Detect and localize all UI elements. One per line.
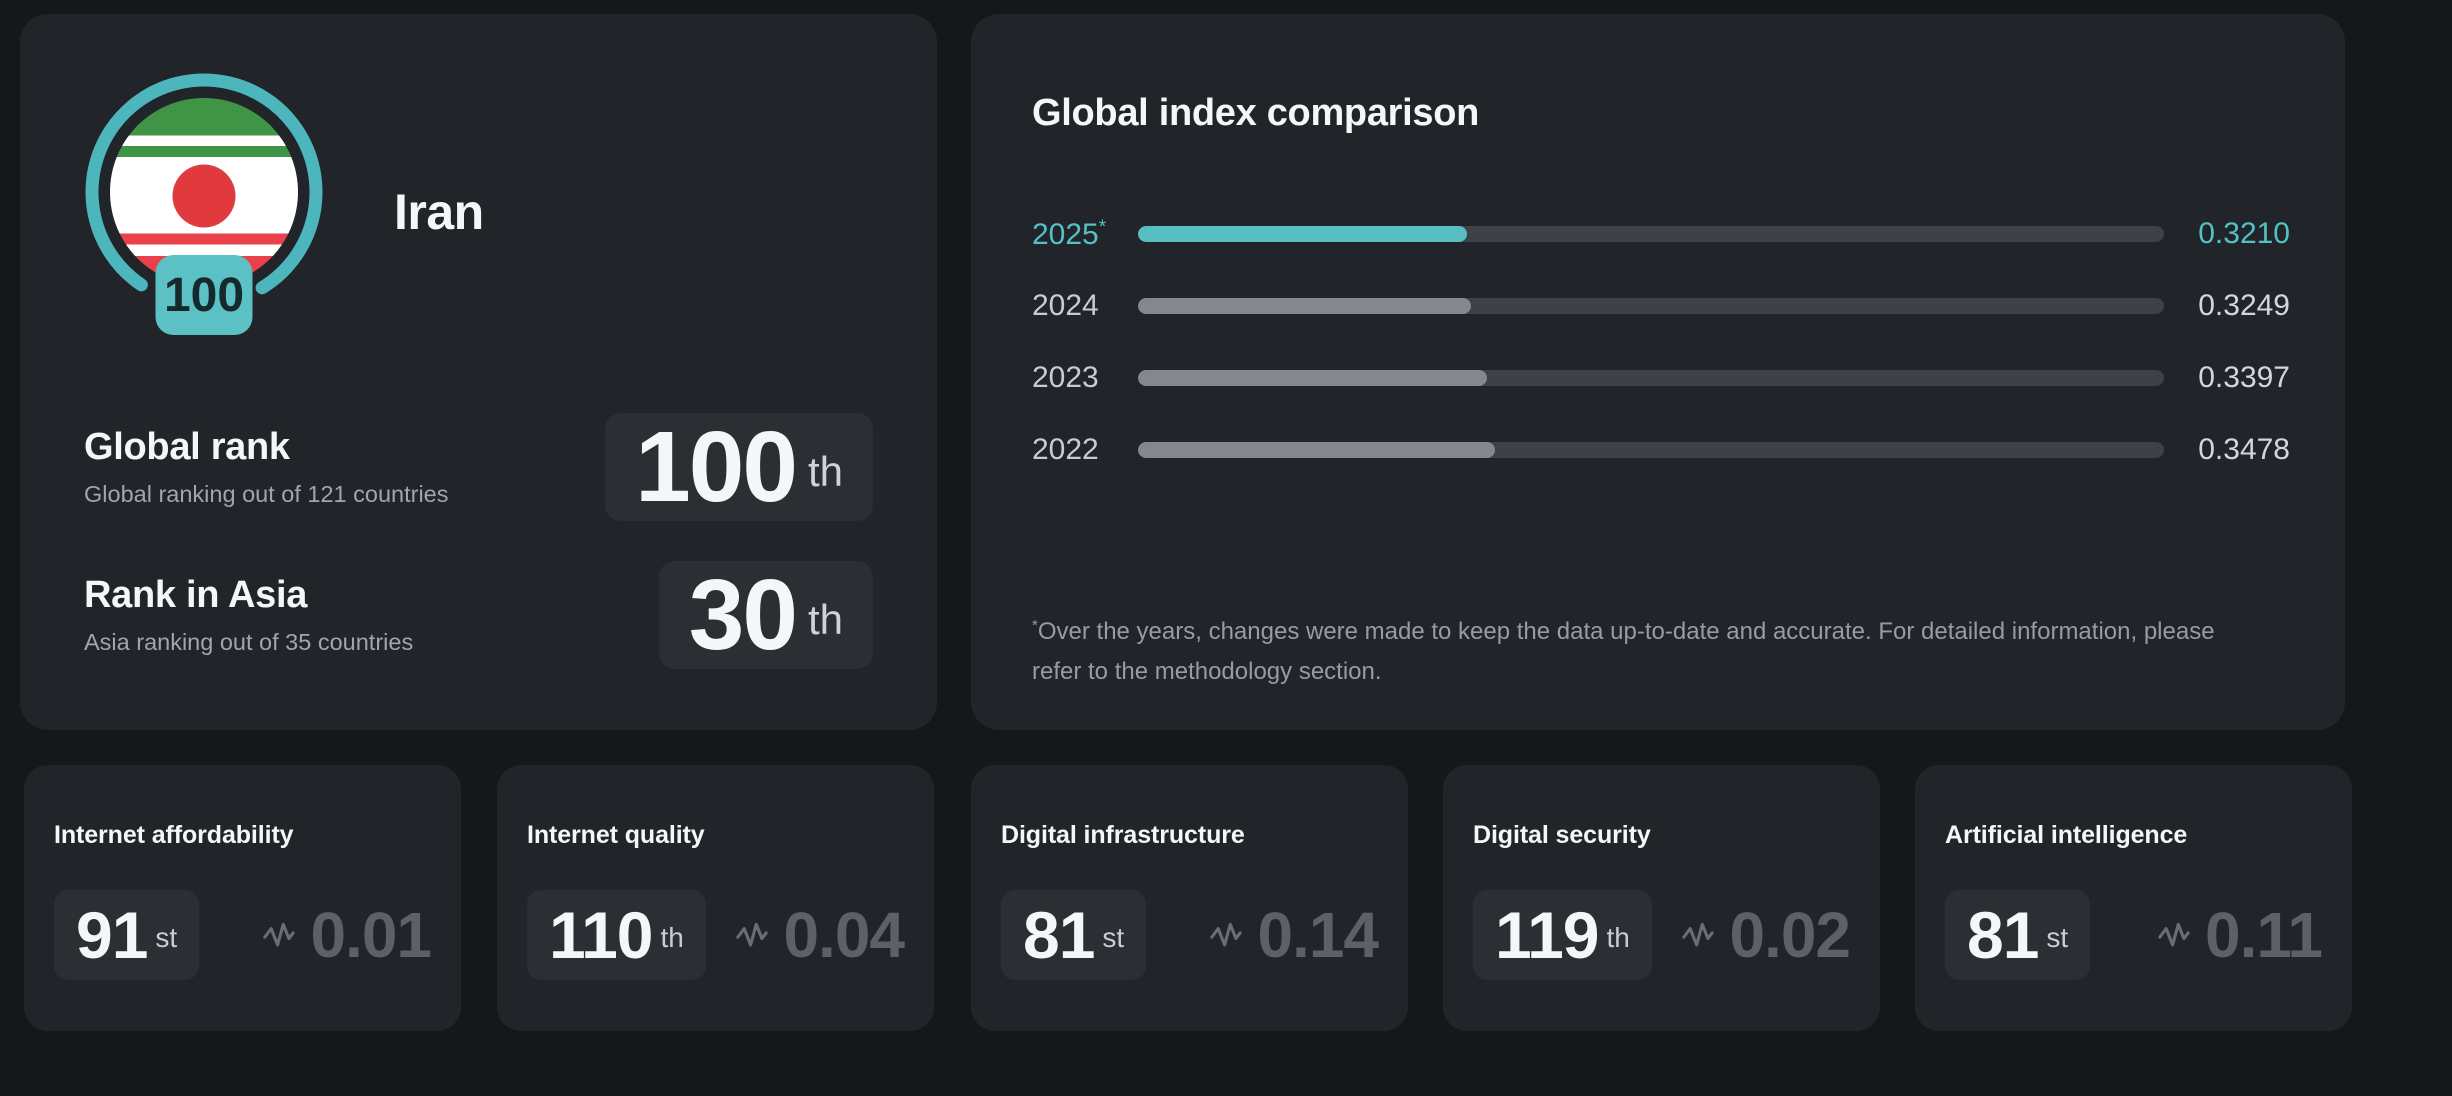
bar-fill <box>1138 298 1472 314</box>
stat-score-value: 0.01 <box>310 899 432 971</box>
bar-track <box>1138 298 2164 314</box>
stat-rank-number: 119 <box>1495 898 1599 972</box>
stat-rank-ordinal: th <box>1606 922 1630 953</box>
stat-score-group: 0.01 <box>262 899 432 971</box>
bar-track <box>1138 442 2164 458</box>
stat-card-internet-affordability: Internet affordability 91 st 0.01 <box>24 765 461 1031</box>
country-name: Iran <box>394 184 484 240</box>
stat-card-internet-quality: Internet quality 110 th 0.04 <box>497 765 934 1031</box>
asia-rank-text: Rank in Asia Asia ranking out of 35 coun… <box>84 574 413 656</box>
stat-rank-box: 119 th <box>1473 890 1652 980</box>
bar-fill <box>1138 226 1468 242</box>
asia-rank-title: Rank in Asia <box>84 574 308 616</box>
stat-score-value: 0.04 <box>783 899 905 971</box>
global-rank-ordinal: th <box>807 448 843 495</box>
stat-card-digital-security: Digital security 119 th 0.02 <box>1443 765 1880 1031</box>
stat-rank-number: 81 <box>1967 898 2039 972</box>
bar-value-label: 0.3210 <box>2198 217 2290 250</box>
footnote-asterisk: * <box>1032 617 1038 634</box>
asia-rank-row: Rank in Asia Asia ranking out of 35 coun… <box>84 561 873 669</box>
asia-rank-number: 30 <box>688 559 798 671</box>
global-rank-subtitle: Global ranking out of 121 countries <box>84 481 449 507</box>
bar-row-2024: 2024 0.3249 <box>1032 270 2290 342</box>
global-rank-row: Global rank Global ranking out of 121 co… <box>84 413 873 521</box>
global-rank-value-box: 100 th <box>605 413 873 521</box>
country-header: 100 Iran <box>84 72 873 336</box>
stat-score-group: 0.14 <box>1209 899 1379 971</box>
stat-score-group: 0.11 <box>2157 899 2323 971</box>
stat-title: Internet quality <box>527 821 705 849</box>
stat-rank-box: 81 st <box>1945 890 2091 980</box>
bar-year-label: 2023 <box>1032 361 1099 394</box>
stat-title: Artificial intelligence <box>1945 821 2188 849</box>
stat-rank-box: 81 st <box>1001 890 1147 980</box>
comparison-bar-chart: 2025* 0.3210 2024 0.3249 2023 0.3397 202… <box>1032 198 2290 486</box>
stat-title: Internet affordability <box>54 821 294 849</box>
stat-rank-box: 91 st <box>54 890 200 980</box>
methodology-footnote: *Over the years, changes were made to ke… <box>1032 617 2215 685</box>
stat-card-artificial-intelligence: Artificial intelligence 81 st 0.11 <box>1915 765 2352 1031</box>
bar-row-2023: 2023 0.3397 <box>1032 342 2290 414</box>
stat-title: Digital security <box>1473 821 1651 849</box>
stat-title: Digital infrastructure <box>1001 821 1245 849</box>
country-summary-card: 100 Iran Global rank Global ranking out … <box>20 14 937 730</box>
stat-rank-number: 81 <box>1023 898 1095 972</box>
comparison-title: Global index comparison <box>1032 92 1480 134</box>
stat-row: 119 th 0.02 <box>1473 890 1851 980</box>
flag-emblem-icon <box>172 164 236 228</box>
stat-row: 91 st 0.01 <box>54 890 432 980</box>
bar-value-label: 0.3478 <box>2198 433 2290 466</box>
stat-rank-ordinal: st <box>155 922 178 953</box>
bar-fill <box>1138 442 1495 458</box>
bar-year-label: 2024 <box>1032 289 1099 322</box>
pulse-icon <box>1210 922 1243 947</box>
stat-rank-ordinal: th <box>660 922 684 953</box>
global-rank-number: 100 <box>635 411 798 523</box>
global-rank-text: Global rank Global ranking out of 121 co… <box>84 426 448 508</box>
asia-rank-subtitle: Asia ranking out of 35 countries <box>84 629 414 655</box>
bar-value-label: 0.3397 <box>2198 361 2290 394</box>
pulse-icon <box>263 922 296 947</box>
stat-rank-box: 110 th <box>527 890 706 980</box>
stat-score-value: 0.11 <box>2204 899 2323 971</box>
bar-row-2022: 2022 0.3478 <box>1032 414 2290 486</box>
pulse-icon <box>2158 922 2190 947</box>
score-ring-icon <box>85 73 323 311</box>
country-score-badge: 100 <box>155 255 253 335</box>
stat-card-digital-infrastructure: Digital infrastructure 81 st 0.14 <box>971 765 1408 1031</box>
stat-row: 81 st 0.11 <box>1945 890 2323 980</box>
pulse-icon <box>736 922 769 947</box>
stat-row: 110 th 0.04 <box>527 890 905 980</box>
bar-value-label: 0.3249 <box>2198 289 2290 322</box>
iran-flag-icon <box>110 98 298 286</box>
stat-rank-ordinal: st <box>2046 922 2069 953</box>
stat-score-group: 0.04 <box>735 899 905 971</box>
stat-row: 81 st 0.14 <box>1001 890 1379 980</box>
bar-row-2025: 2025* 0.3210 <box>1032 198 2290 270</box>
bar-track <box>1138 226 2164 242</box>
global-index-comparison-card: Global index comparison 2025* 0.3210 202… <box>971 14 2345 730</box>
stat-rank-ordinal: st <box>1102 922 1125 953</box>
bar-year-label: 2025* <box>1032 216 1107 251</box>
global-rank-title: Global rank <box>84 426 290 468</box>
footnote-asterisk: * <box>1098 216 1107 238</box>
stat-rank-number: 91 <box>76 898 148 972</box>
bar-fill <box>1138 370 1487 386</box>
stat-score-group: 0.02 <box>1681 899 1851 971</box>
asia-rank-value-box: 30 th <box>658 559 873 671</box>
stat-score-value: 0.02 <box>1729 899 1851 971</box>
stat-score-value: 0.14 <box>1257 899 1379 971</box>
country-flag-badge: 100 <box>84 72 324 336</box>
bar-year-label: 2022 <box>1032 433 1099 466</box>
stat-rank-number: 110 <box>549 898 653 972</box>
pulse-icon <box>1682 922 1715 947</box>
bar-track <box>1138 370 2164 386</box>
asia-rank-ordinal: th <box>807 596 843 643</box>
